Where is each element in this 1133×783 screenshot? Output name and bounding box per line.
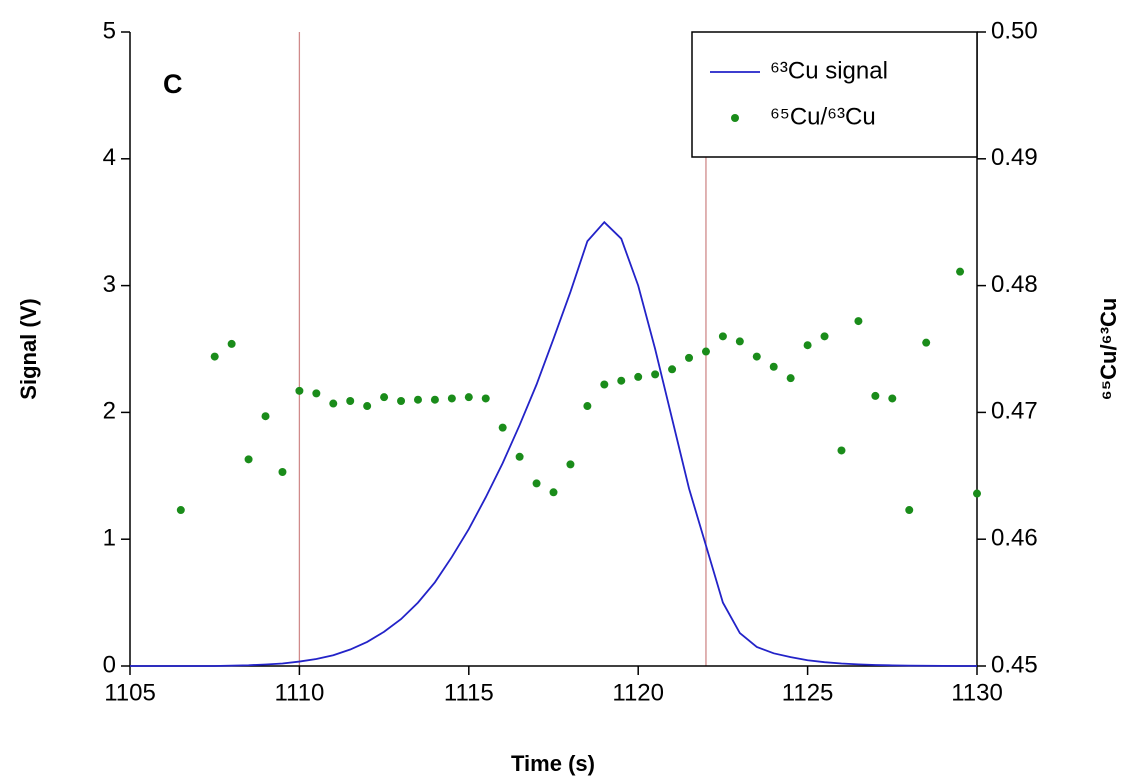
ratio-point	[583, 402, 592, 411]
ratio-point	[786, 374, 795, 383]
ratio-point	[515, 452, 524, 461]
y-tick-label: 4	[103, 144, 116, 171]
ratio-point	[837, 446, 846, 455]
ratio-point	[447, 394, 456, 403]
y-tick-label: 3	[103, 271, 116, 298]
ratio-point	[888, 394, 897, 403]
x-axis-title: Time (s)	[511, 751, 595, 776]
y-tick-label: 2	[103, 398, 116, 425]
x-tick-label: 1110	[274, 679, 324, 706]
ratio-point	[701, 347, 710, 356]
legend-swatch	[731, 114, 739, 122]
ratio-point	[210, 352, 219, 361]
ratio-point	[397, 396, 406, 405]
ratio-point	[363, 402, 372, 411]
ratio-point	[380, 393, 389, 402]
ratio-point	[566, 460, 575, 469]
y-tick-label: 1	[103, 525, 116, 552]
ratio-point	[973, 489, 981, 498]
ratio-point	[685, 353, 694, 362]
ratio-point	[312, 389, 321, 398]
ratio-point	[481, 394, 490, 403]
y-axis-title: Signal (V)	[16, 298, 41, 399]
ratio-point	[668, 365, 677, 374]
y2-tick-label: 0.46	[991, 525, 1038, 552]
ratio-point	[634, 372, 643, 381]
ratio-point	[651, 370, 660, 379]
ratio-point	[295, 386, 304, 395]
y-tick-label: 0	[103, 651, 116, 678]
ratio-point	[346, 396, 355, 405]
y2-tick-label: 0.47	[991, 398, 1038, 425]
ratio-point	[769, 362, 778, 371]
x-tick-label: 1120	[612, 679, 664, 706]
ratio-point	[617, 376, 626, 385]
y2-tick-label: 0.50	[991, 17, 1038, 44]
ratio-point	[820, 332, 829, 341]
ratio-point	[871, 391, 880, 400]
ratio-point	[956, 267, 965, 276]
ratio-point	[905, 506, 914, 515]
y2-tick-label: 0.45	[991, 651, 1038, 678]
ratio-point	[464, 393, 473, 402]
signal-line	[130, 220, 977, 667]
ratio-point	[498, 423, 507, 432]
y2-tick-label: 0.49	[991, 144, 1038, 171]
ratio-point	[735, 337, 744, 346]
ratio-point	[261, 412, 270, 421]
ratio-point	[922, 338, 931, 347]
ratio-point	[718, 332, 727, 341]
ratio-point	[752, 352, 761, 361]
ratio-point	[176, 506, 185, 515]
ratio-point	[227, 339, 236, 348]
ratio-point	[329, 399, 338, 408]
y2-axis-title: ⁶⁵Cu/⁶³Cu	[1096, 298, 1121, 401]
ratio-point	[244, 455, 253, 464]
ratio-point	[600, 380, 609, 389]
y2-tick-label: 0.48	[991, 271, 1038, 298]
ratio-point	[532, 479, 541, 488]
x-tick-label: 1105	[104, 679, 156, 706]
ratio-point	[549, 488, 558, 497]
ratio-point	[854, 317, 863, 326]
ratio-point	[803, 341, 812, 350]
y-tick-label: 5	[103, 17, 116, 44]
ratio-point	[278, 467, 287, 476]
x-tick-label: 1115	[444, 679, 494, 706]
legend-box	[691, 31, 978, 158]
ratio-point	[430, 395, 439, 404]
x-tick-label: 1125	[782, 679, 834, 706]
panel-label: C	[163, 69, 183, 99]
legend-label: ⁶⁵Cu/⁶³Cu	[770, 103, 876, 130]
ratio-point	[413, 395, 422, 404]
x-tick-label: 1130	[951, 679, 1003, 706]
legend-label: ⁶³Cu signal	[770, 57, 888, 84]
